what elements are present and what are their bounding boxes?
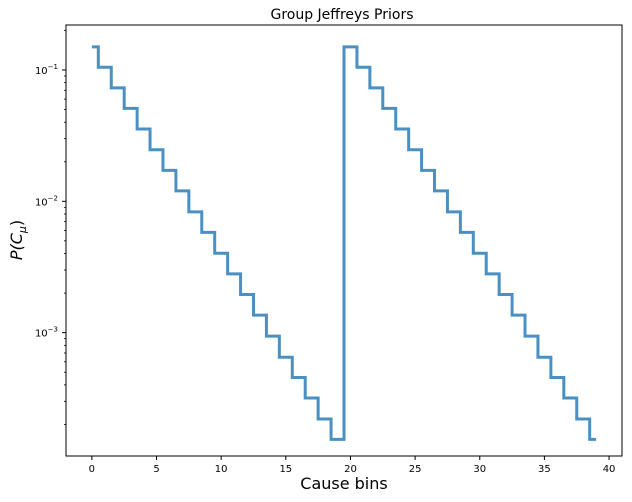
x-axis-label: Cause bins [300,474,387,493]
x-tick-label: 10 [215,464,228,475]
y-axis-label-main: P(C [7,232,26,260]
y-axis-ticks: 10−1 10−2 10−3 [35,30,66,425]
x-tick-label: 30 [473,464,486,475]
plot-area [65,24,623,457]
chart-title: Group Jeffreys Priors [270,7,413,23]
x-tick-label: 5 [153,464,159,475]
series-line [91,45,597,441]
y-tick-label: 10−2 [35,194,58,208]
y-tick-label: 10−3 [35,326,58,340]
x-tick-label: 25 [409,464,422,475]
x-tick-label: 35 [538,464,551,475]
y-tick-label: 10−1 [35,63,58,77]
y-axis-label: P(Cμ) [7,220,29,260]
x-tick-label: 40 [603,464,616,475]
y-axis-label-subscript: μ [16,226,29,234]
y-axis-label-close: ) [7,220,26,226]
x-tick-label: 15 [279,464,292,475]
x-tick-label: 0 [89,464,95,475]
x-tick-label: 20 [344,464,357,475]
x-axis-ticks: 0 5 10 15 20 25 30 35 40 [89,456,616,475]
